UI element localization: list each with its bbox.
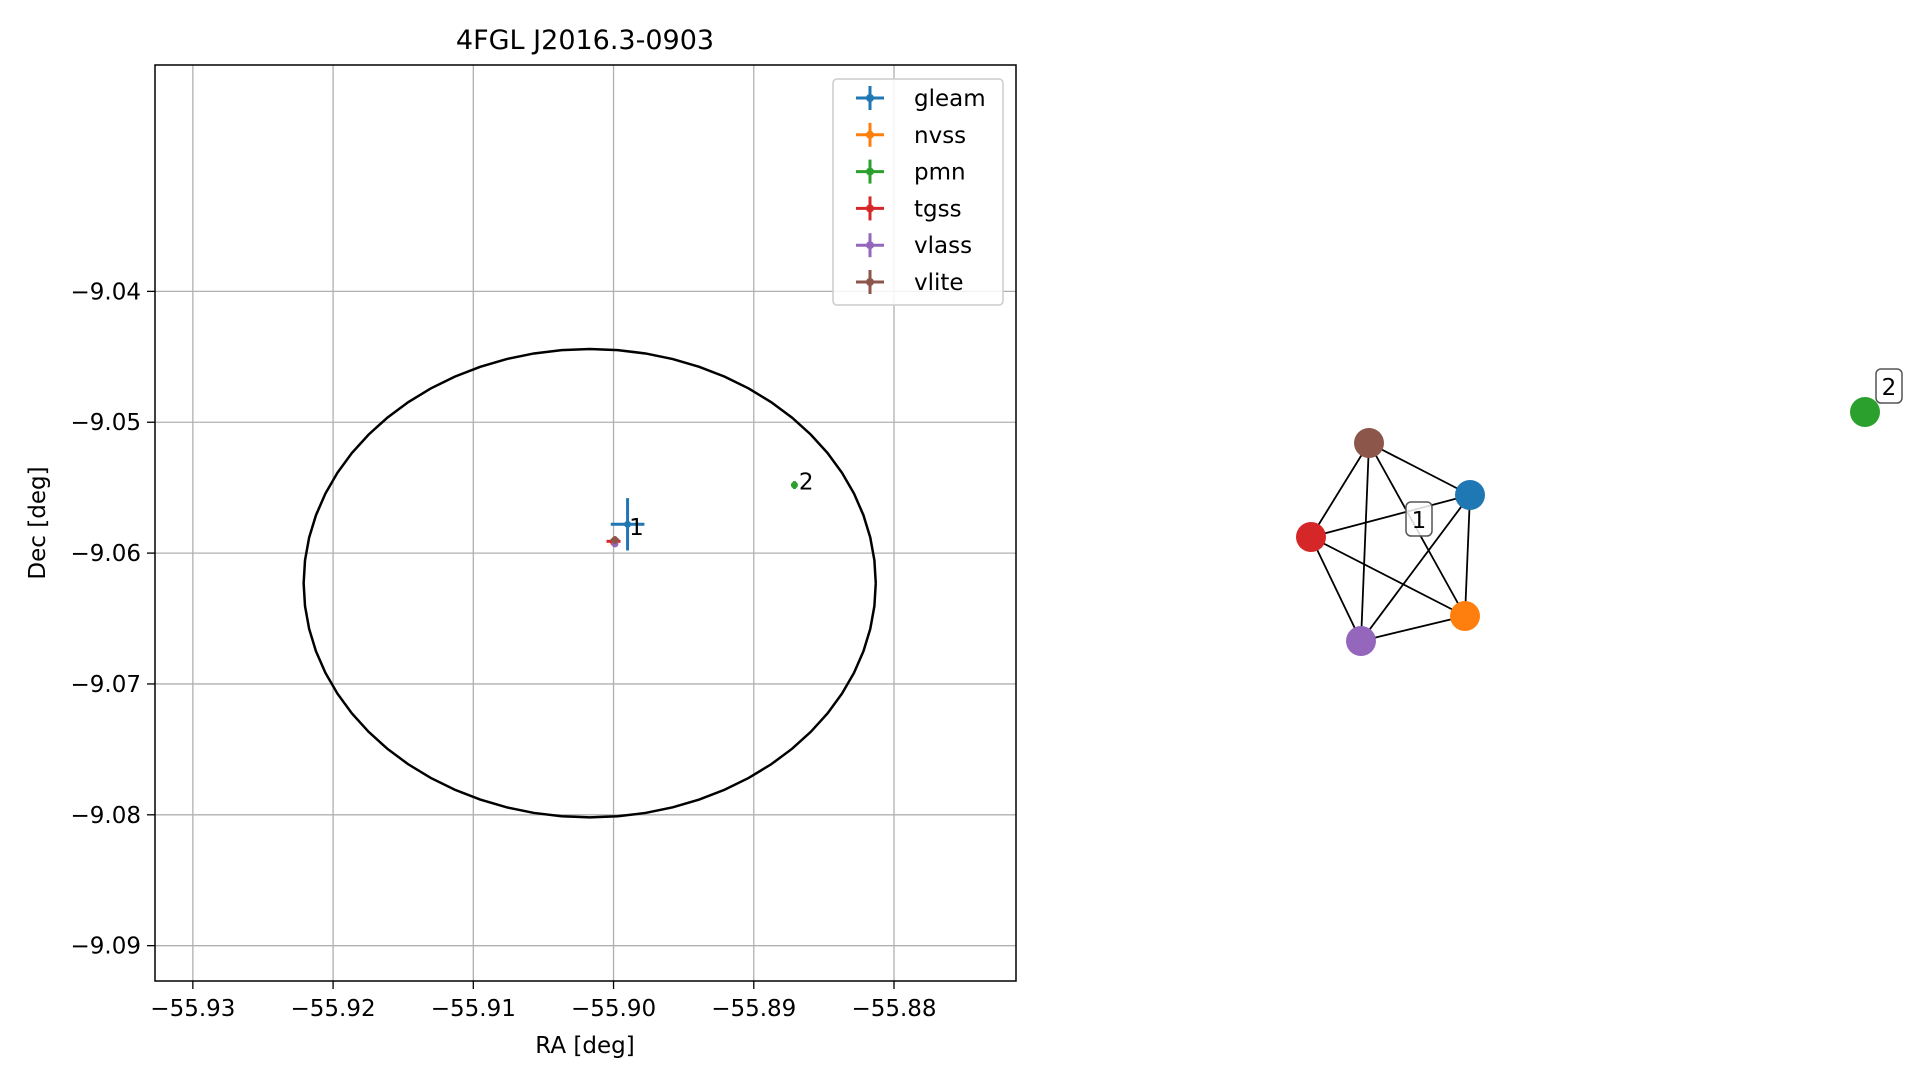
legend-label: vlite: [914, 270, 964, 296]
marker-gleam: [624, 520, 632, 528]
error-ellipse: [302, 347, 878, 819]
annotation-labels: 12: [629, 469, 813, 541]
network-edge-gleam-nvss: [1464, 494, 1471, 617]
x-tick-label: −55.88: [851, 996, 936, 1022]
source-annotation: 1: [629, 515, 644, 541]
y-tick-label: −9.09: [71, 934, 141, 960]
legend-swatch-marker: [866, 167, 874, 176]
legend-entry-nvss: nvss: [856, 122, 966, 149]
network-cluster-labels: 12: [1405, 368, 1903, 537]
x-tick-label: −55.91: [431, 996, 516, 1022]
legend-label: tgss: [914, 196, 962, 222]
network-node-pmn: [1850, 397, 1880, 427]
network-node-vlite: [1354, 428, 1384, 458]
point-pmn: [790, 481, 798, 489]
cluster-label-2: 2: [1875, 368, 1903, 404]
cluster-label-box: [1875, 368, 1903, 404]
legend-swatch-marker: [866, 278, 874, 286]
network-edge-vlite-vlass: [1360, 442, 1370, 642]
network-edge-gleam-tgss: [1310, 494, 1471, 538]
network-nodes: [1296, 397, 1880, 656]
scatter-panel: −55.93 −55.92 −55.91 −55.90 −55.89 −55.88 −9.…: [25, 25, 1017, 1059]
network-edge-tgss-vlass: [1310, 536, 1362, 642]
legend-entry-pmn: pmn: [856, 159, 966, 186]
cluster-label-box: [1405, 501, 1433, 537]
x-axis-label: RA [deg]: [535, 1033, 634, 1059]
legend-swatch-marker: [866, 94, 874, 102]
y-tick-label: −9.08: [71, 803, 141, 829]
y-axis-label: Dec [deg]: [25, 466, 51, 579]
network-node-tgss: [1296, 522, 1326, 552]
point-gleam: [610, 498, 645, 551]
legend-label: vlass: [914, 233, 972, 259]
network-edge-tgss-nvss: [1310, 536, 1466, 617]
legend-swatch-marker: [866, 241, 874, 250]
x-tick-label: −55.93: [150, 996, 235, 1022]
x-tick-label: −55.90: [571, 996, 656, 1022]
x-tick-label: −55.92: [291, 996, 376, 1022]
network-node-gleam: [1455, 480, 1485, 510]
y-tick-label: −9.05: [71, 410, 141, 436]
legend-entry-vlass: vlass: [856, 233, 972, 259]
cluster-label-text: 1: [1412, 508, 1427, 534]
marker-pmn: [790, 481, 798, 489]
legend-entries: gleam nvss pmn tgss vlass vlite: [856, 86, 986, 296]
x-tick-label: −55.89: [711, 996, 796, 1022]
network-edge-gleam-vlass: [1360, 494, 1471, 642]
data-points: [606, 481, 798, 551]
y-tick-label: −9.04: [71, 279, 141, 305]
network-panel: 12: [1296, 368, 1903, 656]
cluster-label-text: 2: [1882, 375, 1897, 401]
legend-entry-vlite: vlite: [856, 270, 964, 296]
marker-vlite: [611, 536, 619, 544]
point-vlite: [610, 536, 620, 544]
legend-label: gleam: [914, 86, 986, 112]
legend: gleam nvss pmn tgss vlass vlite: [832, 78, 1004, 306]
legend-entry-tgss: tgss: [856, 196, 962, 222]
network-edge-vlite-gleam: [1368, 442, 1471, 496]
legend-label: nvss: [914, 123, 966, 149]
legend-entry-gleam: gleam: [856, 86, 986, 112]
network-edge-vlass-nvss: [1360, 615, 1466, 642]
legend-swatch-marker: [866, 130, 874, 139]
network-edge-vlite-tgss: [1310, 442, 1370, 538]
axes-frame: [154, 64, 1017, 982]
y-tick-label: −9.06: [71, 541, 141, 567]
legend-swatch-marker: [866, 204, 874, 213]
network-edges: [1310, 442, 1471, 642]
cluster-label-1: 1: [1405, 501, 1433, 537]
network-node-nvss: [1450, 601, 1480, 631]
grid-lines: [155, 65, 1016, 981]
y-axis-ticks: −9.04 −9.05 −9.06 −9.07 −9.08 −9.09: [71, 279, 155, 960]
plot-content: [302, 347, 878, 819]
x-axis-ticks: −55.93 −55.92 −55.91 −55.90 −55.89 −55.88: [150, 981, 937, 1022]
legend-label: pmn: [914, 160, 966, 186]
network-node-vlass: [1346, 626, 1376, 656]
source-annotation: 2: [799, 469, 814, 495]
chart-title: 4FGL J2016.3-0903: [456, 25, 714, 56]
y-tick-label: −9.07: [71, 672, 141, 698]
